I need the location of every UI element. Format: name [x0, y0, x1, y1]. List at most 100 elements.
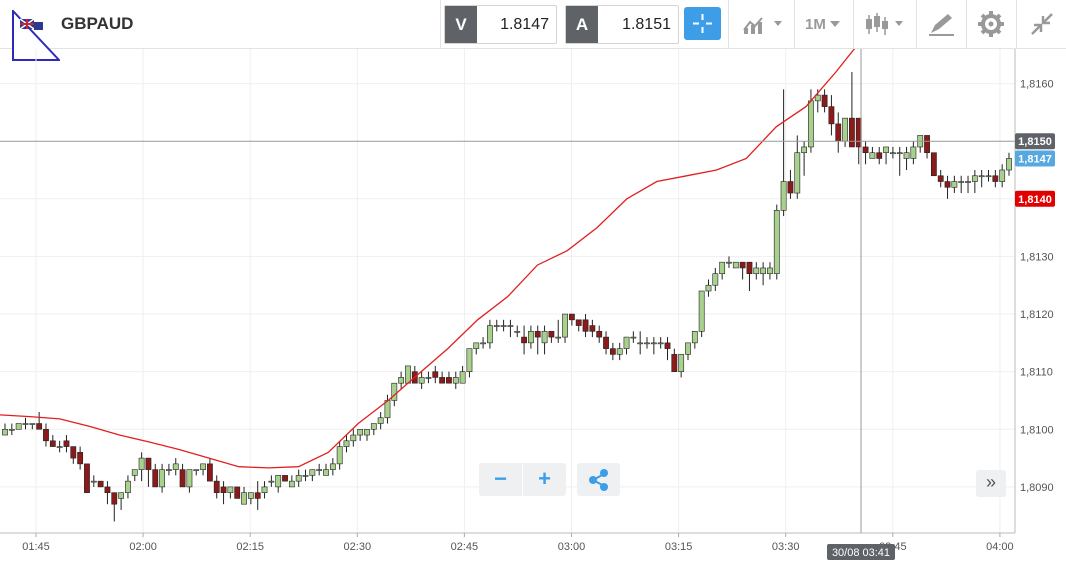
bearish-candle	[664, 342, 671, 349]
bearish-candle	[213, 480, 220, 493]
bearish-candle	[924, 135, 930, 154]
bullish-candle	[808, 100, 814, 148]
bearish-candle	[575, 319, 582, 326]
chart-type-button[interactable]	[860, 8, 910, 40]
bullish-candle	[309, 469, 316, 476]
bullish-candle	[275, 475, 282, 488]
bullish-candle	[650, 342, 657, 345]
bid-price-box[interactable]: V 1.8147	[444, 5, 557, 44]
bullish-candle	[29, 423, 36, 425]
bearish-candle	[234, 486, 241, 499]
bearish-candle	[77, 452, 84, 465]
crosshair-toggle-button[interactable]	[684, 7, 721, 40]
bullish-candle	[90, 480, 97, 483]
bearish-candle	[589, 325, 596, 332]
bearish-candle	[104, 486, 111, 493]
bearish-candle	[828, 106, 835, 125]
x-tick-label: 03:00	[558, 541, 586, 553]
bullish-candle	[999, 169, 1006, 182]
share-icon	[589, 469, 608, 491]
bearish-candle	[609, 348, 616, 355]
bullish-candle	[398, 377, 405, 384]
share-button[interactable]	[577, 463, 620, 496]
x-tick-label: 02:00	[129, 541, 157, 553]
bearish-candle	[84, 463, 90, 493]
bullish-candle	[493, 325, 500, 327]
collapse-arrows-icon	[1031, 13, 1053, 35]
bullish-candle	[528, 331, 534, 344]
chevron-down-icon	[830, 21, 840, 27]
bearish-candle	[206, 463, 213, 482]
bullish-candle	[1006, 158, 1012, 171]
drawing-tools-button[interactable]	[924, 8, 958, 40]
bullish-candle	[172, 463, 179, 470]
bullish-candle	[159, 469, 165, 488]
bullish-candle	[329, 463, 336, 470]
bearish-candle	[179, 469, 186, 488]
zoom-controls: − +	[479, 463, 566, 496]
bid-value: 1.8147	[500, 16, 549, 33]
bullish-candle	[685, 342, 691, 355]
bullish-candle	[801, 146, 808, 154]
bearish-candle	[282, 475, 288, 482]
candlestick-icon	[866, 13, 903, 35]
x-tick-label: 01:45	[22, 541, 50, 553]
bullish-candle	[698, 290, 705, 332]
bearish-candle	[254, 492, 261, 499]
bullish-candle	[295, 475, 302, 482]
bullish-candle	[691, 331, 698, 344]
indicators-button[interactable]	[738, 8, 788, 40]
settings-button[interactable]	[975, 8, 1007, 40]
bearish-candle	[220, 486, 227, 493]
toolbar-divider	[728, 0, 729, 48]
bearish-candle	[97, 480, 104, 488]
collapse-button[interactable]	[1026, 8, 1058, 40]
crosshair-price-tag-bg	[1015, 133, 1055, 150]
bearish-candle	[36, 423, 43, 430]
bullish-candle	[452, 377, 459, 384]
bearish-candle	[582, 319, 589, 332]
bearish-candle	[548, 331, 555, 338]
bullish-candle	[910, 146, 917, 159]
timeframe-selector[interactable]: 1M	[802, 8, 846, 40]
bearish-candle	[746, 261, 753, 275]
indicators-icon	[743, 17, 782, 34]
y-tick-label: 1,8110	[1020, 367, 1053, 379]
bullish-candle	[657, 342, 664, 345]
bullish-candle	[712, 273, 719, 286]
scroll-to-latest-button[interactable]: »	[976, 470, 1006, 497]
bullish-candle	[555, 336, 562, 339]
bullish-candle	[842, 117, 848, 142]
bearish-candle	[111, 492, 118, 505]
bullish-candle	[261, 486, 268, 493]
bullish-candle	[780, 181, 787, 211]
bullish-candle	[193, 469, 200, 471]
bullish-candle	[343, 440, 350, 447]
bullish-candle	[616, 348, 623, 355]
bullish-candle	[726, 261, 732, 264]
bearish-candle	[439, 377, 446, 384]
bullish-candle	[814, 94, 821, 102]
bullish-candle	[15, 423, 22, 430]
bearish-candle	[521, 336, 527, 344]
bullish-candle	[541, 331, 548, 344]
y-tick-label: 1,8120	[1020, 309, 1054, 321]
bearish-candle	[43, 428, 49, 442]
zoom-in-button[interactable]: +	[538, 466, 551, 491]
bullish-candle	[767, 267, 773, 275]
bullish-candle	[370, 423, 377, 430]
ask-price-box[interactable]: A 1.8151	[565, 5, 679, 44]
crosshair-time-tag-bg	[827, 544, 895, 560]
x-tick-label: 02:45	[451, 541, 479, 553]
bullish-candle	[732, 261, 739, 269]
bearish-candle	[992, 175, 999, 182]
bullish-candle	[978, 175, 985, 178]
bullish-candle	[166, 469, 172, 471]
bullish-candle	[562, 313, 568, 338]
bullish-candle	[753, 267, 760, 275]
crosshair-time-tag: 30/08 03:41	[832, 547, 890, 559]
bullish-candle	[391, 382, 398, 401]
zoom-out-button[interactable]: −	[494, 466, 507, 491]
